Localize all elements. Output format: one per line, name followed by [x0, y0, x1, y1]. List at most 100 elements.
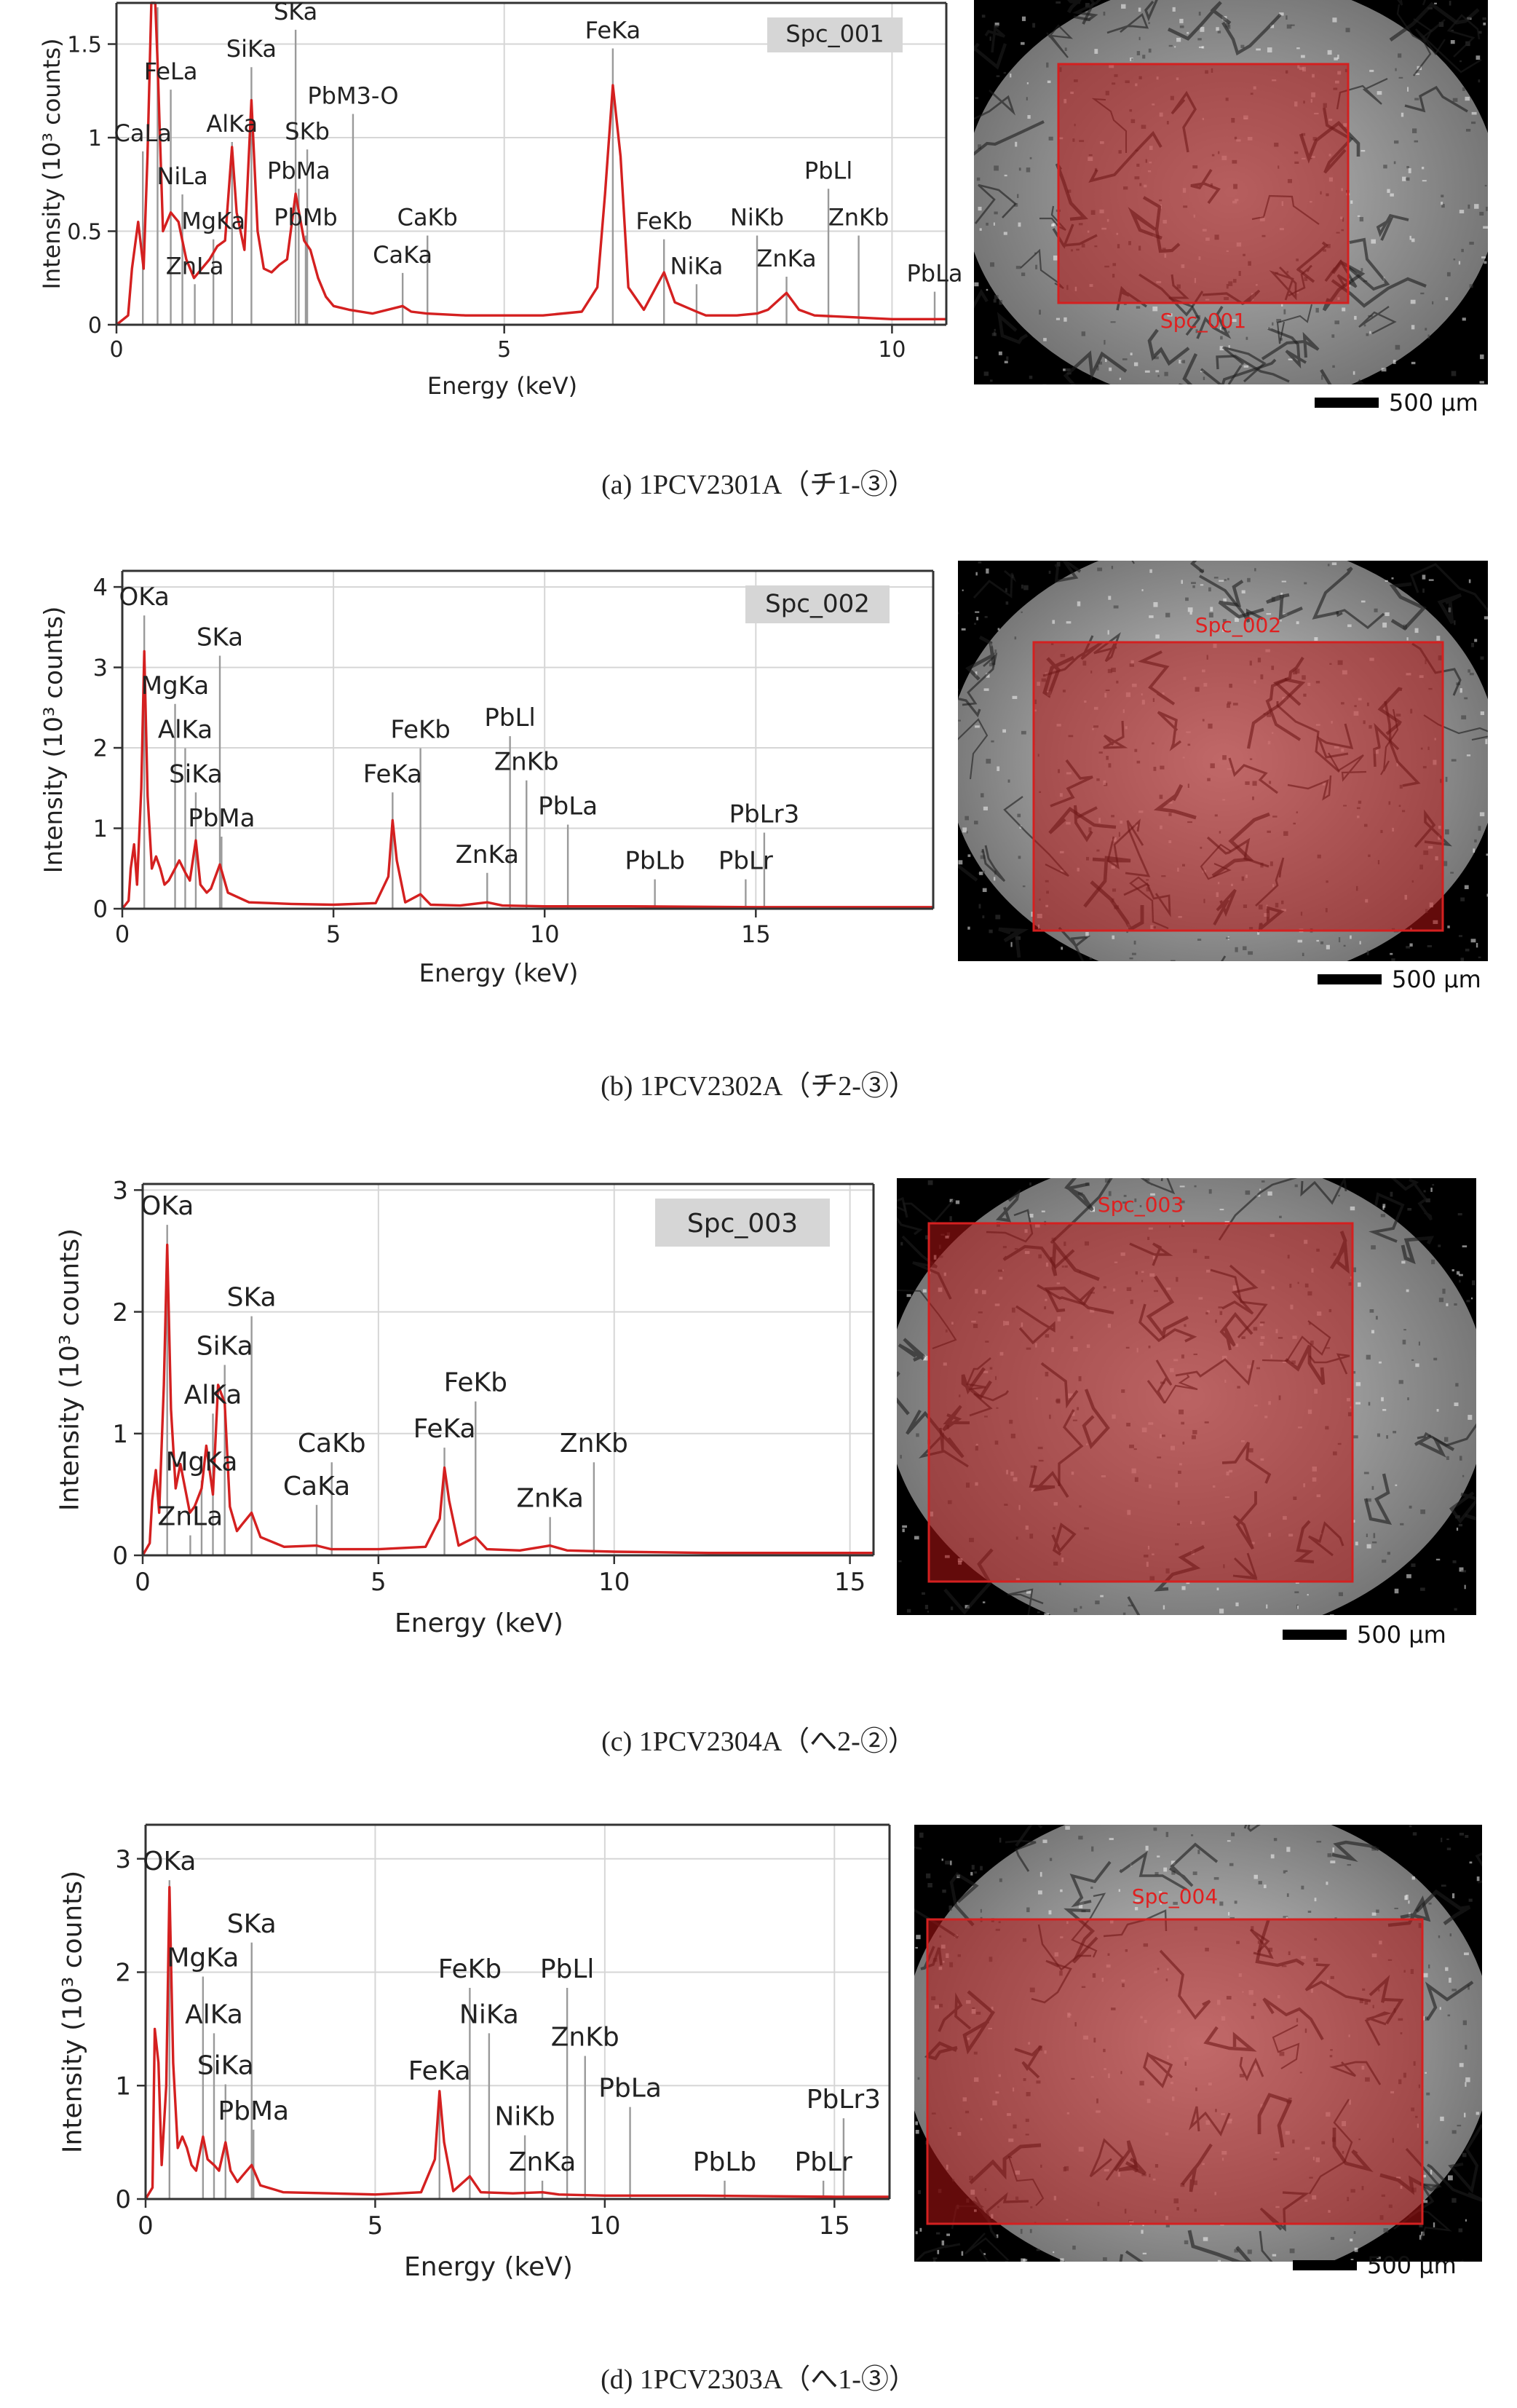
- texture-speck: [1191, 582, 1196, 585]
- texture-speck: [1286, 1893, 1289, 1898]
- texture-speck: [1279, 12, 1284, 16]
- texture-speck: [983, 2253, 986, 2255]
- texture-speck: [1331, 334, 1335, 338]
- texture-speck: [1259, 1188, 1261, 1191]
- texture-speck: [978, 904, 981, 909]
- peak-label: SiKa: [226, 35, 277, 63]
- texture-speck: [1327, 1853, 1332, 1858]
- peak-label: FeKa: [363, 759, 422, 789]
- texture-speck: [1012, 695, 1018, 699]
- texture-speck: [915, 2121, 918, 2125]
- texture-speck: [1014, 636, 1017, 640]
- crack-line: [1082, 0, 1096, 25]
- texture-speck: [1480, 354, 1484, 360]
- texture-speck: [991, 740, 994, 743]
- peak-label: CaKb: [397, 204, 458, 232]
- texture-speck: [1441, 1884, 1446, 1887]
- texture-speck: [1192, 585, 1195, 588]
- texture-speck: [1097, 567, 1103, 572]
- texture-speck: [1383, 165, 1387, 169]
- crack-line: [1376, 213, 1409, 241]
- texture-speck: [1402, 1339, 1406, 1345]
- texture-speck: [974, 821, 978, 825]
- texture-speck: [1240, 44, 1245, 49]
- texture-speck: [1451, 1989, 1457, 1991]
- texture-speck: [1338, 1194, 1340, 1197]
- texture-speck: [1460, 897, 1465, 901]
- y-tick-label: 1: [115, 2072, 131, 2101]
- texture-speck: [1010, 74, 1012, 78]
- texture-speck: [1468, 204, 1470, 209]
- texture-speck: [1464, 697, 1468, 700]
- texture-speck: [1294, 1184, 1298, 1188]
- texture-speck: [919, 1832, 924, 1838]
- texture-speck: [1216, 27, 1219, 31]
- texture-speck: [906, 1294, 911, 1298]
- texture-speck: [1111, 566, 1114, 569]
- texture-speck: [1227, 1840, 1231, 1842]
- texture-speck: [1286, 24, 1292, 29]
- texture-speck: [1427, 334, 1430, 339]
- texture-speck: [1385, 580, 1388, 582]
- texture-speck: [949, 1216, 952, 1222]
- caption-b: (b) 1PCV2302A（チ2-③）: [601, 1071, 916, 1102]
- texture-speck: [1194, 1185, 1197, 1188]
- y-tick-label: 1: [88, 126, 102, 151]
- crack-line: [974, 42, 1007, 70]
- texture-speck: [1445, 297, 1449, 301]
- texture-speck: [979, 228, 982, 231]
- peak-label: ZnLa: [166, 252, 224, 280]
- texture-speck: [1108, 596, 1112, 600]
- texture-speck: [1228, 1911, 1230, 1916]
- texture-speck: [1153, 1827, 1157, 1831]
- texture-speck: [1406, 637, 1409, 641]
- texture-speck: [1047, 80, 1051, 84]
- texture-speck: [1031, 912, 1033, 917]
- texture-speck: [1465, 2219, 1467, 2222]
- peak-label: ZnKb: [560, 1429, 628, 1458]
- spectrum-line: [115, 1, 946, 326]
- texture-speck: [1414, 140, 1419, 143]
- texture-speck: [1213, 1876, 1219, 1880]
- texture-speck: [1060, 1889, 1063, 1892]
- texture-speck: [1355, 1541, 1358, 1546]
- texture-speck: [1342, 307, 1346, 312]
- texture-speck: [1347, 1864, 1352, 1866]
- spectrum-chart-b: 0 5 10 15 0 1 2 3 4 Energy (keV) Intensity (10³ co…: [39, 569, 935, 988]
- x-tick-label: 15: [819, 2211, 850, 2241]
- texture-speck: [1458, 1274, 1463, 1276]
- texture-speck: [1459, 688, 1462, 693]
- texture-speck: [1415, 1363, 1419, 1367]
- y-axis-label: Intensity (10³ counts): [58, 1871, 88, 2153]
- texture-speck: [989, 379, 993, 382]
- texture-speck: [1043, 338, 1047, 342]
- texture-speck: [1459, 935, 1463, 937]
- texture-speck: [1425, 328, 1427, 331]
- texture-speck: [1452, 98, 1458, 102]
- texture-speck: [1155, 370, 1160, 373]
- texture-speck: [1300, 55, 1305, 58]
- texture-speck: [1247, 577, 1251, 583]
- peak-label: CaKa: [283, 1472, 350, 1501]
- texture-speck: [1435, 1558, 1441, 1560]
- texture-speck: [1449, 1978, 1451, 1983]
- texture-speck: [1357, 215, 1360, 217]
- texture-speck: [1332, 365, 1335, 368]
- texture-speck: [1181, 580, 1184, 584]
- texture-speck: [1113, 605, 1119, 609]
- texture-speck: [994, 295, 999, 299]
- texture-speck: [1029, 1182, 1031, 1186]
- texture-speck: [1248, 951, 1253, 955]
- legend-box: [745, 585, 890, 623]
- peak-label: NiKa: [670, 252, 724, 280]
- y-axis-label: Intensity (10³ counts): [55, 1228, 85, 1511]
- peak-label: OKa: [119, 583, 170, 612]
- texture-speck: [1418, 1341, 1421, 1346]
- texture-speck: [915, 1946, 918, 1949]
- peak-label: NiLa: [157, 162, 207, 190]
- texture-speck: [1231, 1832, 1235, 1836]
- texture-speck: [1254, 568, 1256, 572]
- texture-speck: [1270, 1854, 1275, 1859]
- texture-speck: [1235, 617, 1239, 623]
- texture-speck: [994, 328, 996, 331]
